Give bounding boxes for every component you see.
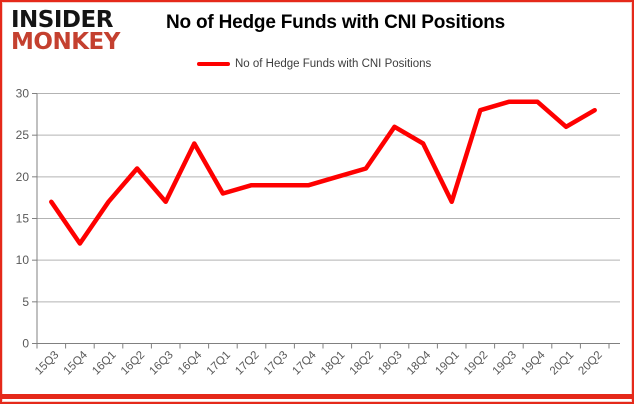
x-tick-label-18Q2: 18Q2 xyxy=(348,349,376,377)
x-tick-label-19Q1: 19Q1 xyxy=(433,349,461,377)
x-tick-label-19Q4: 19Q4 xyxy=(519,349,548,378)
x-tick-label-16Q2: 16Q2 xyxy=(119,349,147,377)
y-tick-label-15: 15 xyxy=(16,212,30,226)
logo-text-monkey: MONKEY xyxy=(11,28,120,55)
x-tick-label-16Q3: 16Q3 xyxy=(147,349,175,377)
y-tick-label-30: 30 xyxy=(16,87,30,101)
y-tick-label-0: 0 xyxy=(22,337,29,351)
x-tick-label-17Q3: 17Q3 xyxy=(262,349,290,377)
x-tick-label-16Q1: 16Q1 xyxy=(90,349,118,377)
x-tick-label-16Q4: 16Q4 xyxy=(176,349,205,378)
legend-line-swatch xyxy=(197,61,230,67)
x-tick-label-17Q1: 17Q1 xyxy=(205,349,233,377)
y-tick-label-10: 10 xyxy=(16,253,30,267)
y-tick-label-20: 20 xyxy=(16,170,30,184)
x-tick-label-18Q4: 18Q4 xyxy=(405,349,434,378)
chart-title: No of Hedge Funds with CNI Positions xyxy=(166,12,506,33)
x-tick-label-20Q2: 20Q2 xyxy=(576,349,604,377)
bottom-red-bar xyxy=(2,394,632,399)
logo-text-insider: INSIDER xyxy=(11,7,113,33)
x-tick-label-17Q4: 17Q4 xyxy=(290,349,319,378)
x-tick-label-15Q3: 15Q3 xyxy=(33,349,61,377)
x-tick-label-15Q4: 15Q4 xyxy=(62,349,91,378)
x-tick-label-19Q3: 19Q3 xyxy=(491,349,519,377)
x-tick-label-18Q1: 18Q1 xyxy=(319,349,347,377)
x-tick-label-20Q1: 20Q1 xyxy=(548,349,576,377)
x-tick-label-17Q2: 17Q2 xyxy=(233,349,261,377)
legend: No of Hedge Funds with CNI Positions xyxy=(197,58,431,70)
data-series-0 xyxy=(49,99,597,246)
x-tick-label-18Q3: 18Q3 xyxy=(376,349,404,377)
legend-label: No of Hedge Funds with CNI Positions xyxy=(235,58,432,70)
insider-monkey-logo: INSIDER MONKEY xyxy=(11,7,120,55)
y-tick-label-25: 25 xyxy=(16,128,30,142)
y-tick-label-5: 5 xyxy=(22,295,29,309)
x-tick-label-19Q2: 19Q2 xyxy=(462,349,490,377)
